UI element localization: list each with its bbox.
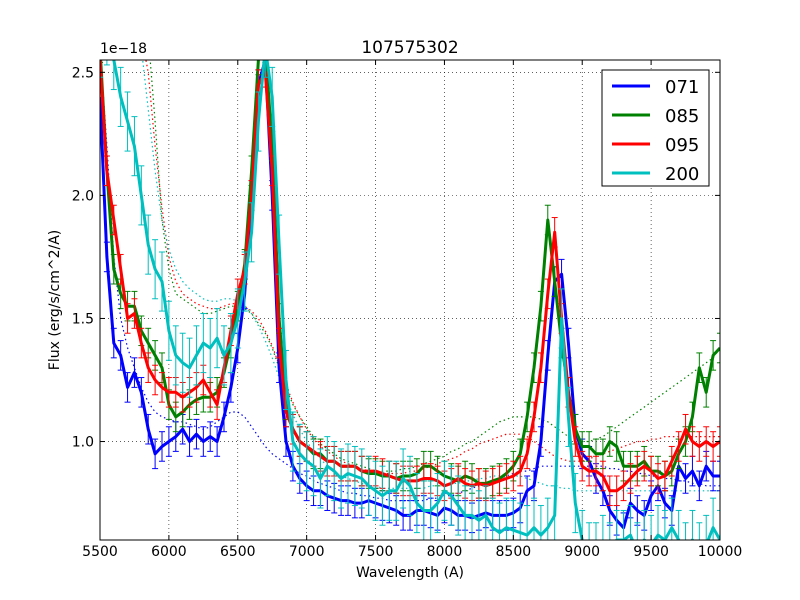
- y-tick-label: 1.0: [72, 435, 94, 451]
- series-200: [100, 60, 720, 540]
- y-tick-label: 2.5: [72, 65, 94, 81]
- legend-label-095: 095: [665, 135, 699, 156]
- legend-label-200: 200: [665, 164, 699, 185]
- x-tick-label: 10000: [698, 544, 743, 560]
- y-offset-label: 1e−18: [100, 41, 147, 57]
- plot-frame: [99, 59, 721, 541]
- legend-box: [601, 69, 710, 187]
- series-layer: [100, 60, 720, 540]
- x-tick-label: 8500: [496, 544, 532, 560]
- x-axis-label: Wavelength (A): [356, 565, 464, 581]
- axis-ticks: 5500 6000 6500 7000 7500 8000 8500 9000 9500 1000…: [72, 60, 743, 560]
- y-tick-label: 2.0: [72, 188, 94, 204]
- x-tick-label: 5500: [82, 544, 118, 560]
- model-curve-200: [142, 60, 720, 492]
- legend-label-085: 085: [665, 106, 699, 127]
- x-tick-label: 9500: [633, 544, 669, 560]
- x-tick-label: 8000: [427, 544, 463, 560]
- data-line-200: [112, 60, 720, 540]
- x-tick-label: 6500: [220, 544, 256, 560]
- chart-title: 107575302: [361, 38, 458, 58]
- legend: 071 085 095 200: [601, 69, 710, 187]
- y-tick-label: 1.5: [72, 311, 94, 327]
- x-tick-label: 6000: [151, 544, 187, 560]
- x-tick-label: 7000: [289, 544, 325, 560]
- x-tick-label: 9000: [564, 544, 600, 560]
- legend-label-071: 071: [665, 77, 699, 98]
- y-axis-label: Flux (erg/s/cm^2/A): [47, 230, 63, 370]
- x-tick-label: 7500: [358, 544, 394, 560]
